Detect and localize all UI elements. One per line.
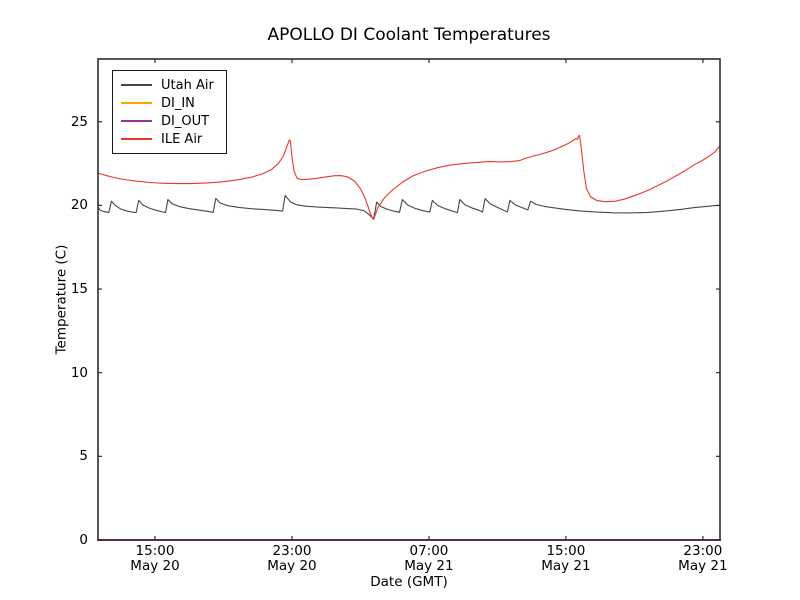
di-in-legend-line <box>121 102 152 104</box>
chart-title: APOLLO DI Coolant Temperatures <box>267 25 551 45</box>
ile-air-legend-line <box>121 138 152 140</box>
x-tick-date: May 21 <box>404 557 454 574</box>
y-tick-label: 0 <box>79 532 88 548</box>
x-tick-label: 07:00 May 21 <box>384 544 474 573</box>
x-tick-date: May 21 <box>541 557 591 574</box>
x-tick-date: May 20 <box>130 557 180 574</box>
legend-label: DI_OUT <box>161 113 210 129</box>
x-axis-label: Date (GMT) <box>370 574 448 590</box>
x-tick-label: 15:00 May 21 <box>521 544 611 573</box>
x-tick-time: 07:00 <box>409 543 449 559</box>
x-tick-label: 23:00 May 20 <box>247 544 337 573</box>
x-tick-time: 23:00 <box>683 543 723 559</box>
legend-item: DI_IN <box>121 94 214 112</box>
series-utah-air-line <box>97 194 721 219</box>
x-tick-time: 15:00 <box>546 543 586 559</box>
x-tick-label: 15:00 May 20 <box>110 544 200 573</box>
y-tick-label: 20 <box>70 197 88 214</box>
legend-label: ILE Air <box>161 131 203 147</box>
y-tick-label: 5 <box>79 448 88 465</box>
y-tick-label: 25 <box>70 113 88 130</box>
x-tick-date: May 21 <box>678 557 728 574</box>
series-ile-air-line <box>97 134 721 220</box>
x-tick-label: 23:00 May 21 <box>658 544 748 573</box>
di-out-legend-line <box>121 120 152 122</box>
y-tick-label: 15 <box>70 281 88 298</box>
legend-item: Utah Air <box>121 76 214 94</box>
y-tick-label: 10 <box>70 364 88 381</box>
legend-label: DI_IN <box>161 95 195 111</box>
x-tick-time: 23:00 <box>272 543 312 559</box>
legend-item: ILE Air <box>121 130 214 148</box>
utah-air-legend-line <box>121 84 152 86</box>
legend-item: DI_OUT <box>121 112 214 130</box>
legend-label: Utah Air <box>161 77 214 93</box>
x-tick-time: 15:00 <box>135 543 175 559</box>
legend: Utah Air DI_IN DI_OUT ILE Air <box>112 70 227 154</box>
x-tick-date: May 20 <box>267 557 317 574</box>
